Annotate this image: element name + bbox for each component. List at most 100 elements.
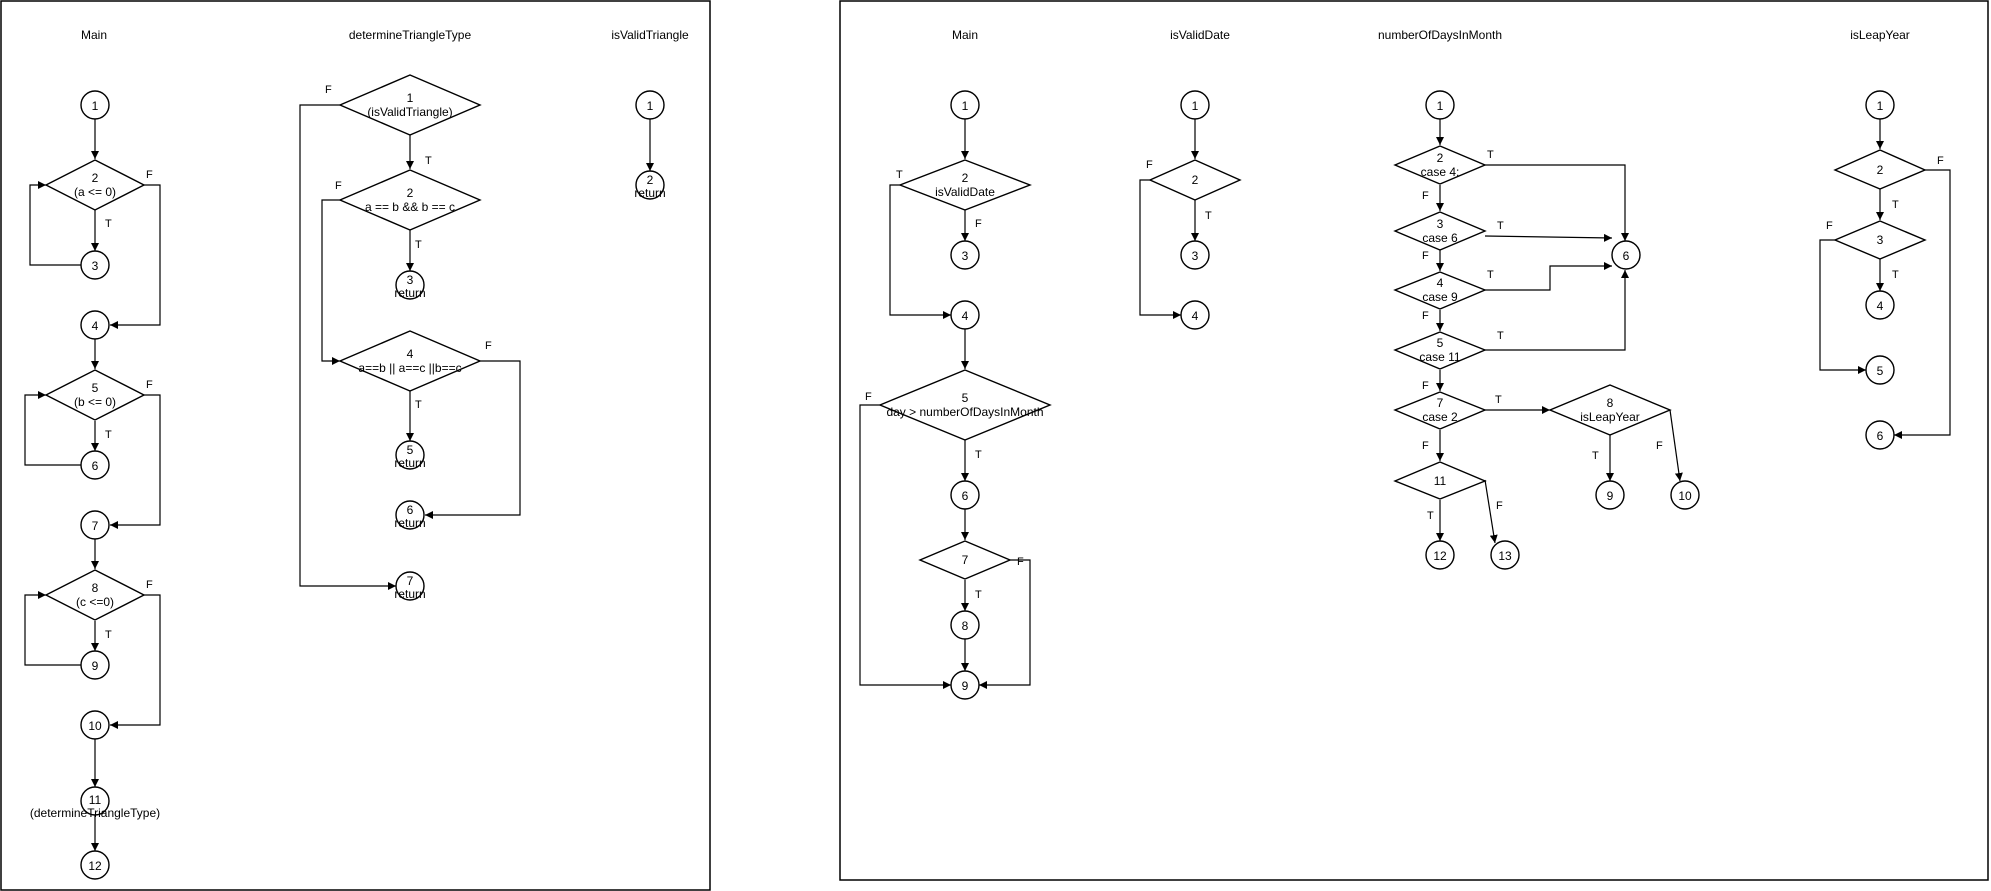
decision-node-3 xyxy=(1393,211,1487,251)
title-is-valid-triangle: isValidTriangle xyxy=(611,28,689,42)
title-right-main: Main xyxy=(952,28,978,42)
flow-node-7-return: return xyxy=(394,587,425,601)
edge xyxy=(1484,233,1613,242)
decision-node-5-case: case 11 xyxy=(1419,350,1460,364)
decision-node-7-label: 7 xyxy=(1437,396,1444,410)
decision-node-7-case: case 2 xyxy=(1422,410,1458,424)
edge-label: F xyxy=(1656,440,1663,452)
flow-node-7 xyxy=(395,571,425,601)
flow-node-9 xyxy=(80,650,110,680)
flow-node-6-label: 6 xyxy=(1877,429,1884,443)
flow-node-6 xyxy=(80,450,110,480)
decision-node-5-label: 5 xyxy=(1437,336,1444,350)
decision-node-2-label: 2 xyxy=(962,171,969,185)
edge xyxy=(110,184,161,329)
flow-node-1 xyxy=(1865,90,1895,120)
title-determine-triangle-type: determineTriangleType xyxy=(349,28,472,42)
decision-node-11 xyxy=(1393,461,1487,500)
flow-node-11 xyxy=(80,786,110,816)
edge-label: T xyxy=(415,239,422,251)
flow-node-4-label: 4 xyxy=(962,309,969,323)
edge-label: T xyxy=(1497,220,1504,232)
edge-label: T xyxy=(1487,269,1494,281)
decision-node-7 xyxy=(1393,391,1487,430)
flow-node-9-label: 9 xyxy=(962,679,969,693)
decision-node-2 xyxy=(898,159,1032,211)
edge-label: T xyxy=(1592,450,1599,462)
edge-label: T xyxy=(1427,510,1434,522)
title-is-leap-year: isLeapYear xyxy=(1850,28,1910,42)
decision-node-3 xyxy=(1833,220,1927,260)
decision-node-2-label: 2 xyxy=(1437,151,1444,165)
edge-label: F xyxy=(1422,310,1429,322)
nodes-right-main: 1 2 isValidDate 3 4 5 day > numberOfDays… xyxy=(878,90,1052,700)
edge-label: F xyxy=(1422,250,1429,262)
edge xyxy=(425,360,521,519)
edges-determine-triangle-type xyxy=(299,104,521,590)
flow-node-9 xyxy=(1595,480,1625,510)
right-panel-frame xyxy=(839,0,1989,881)
flow-node-6-label: 6 xyxy=(962,489,969,503)
edge-label: T xyxy=(896,169,903,181)
flow-node-4 xyxy=(1865,290,1895,320)
flow-node-1 xyxy=(635,90,665,120)
edge xyxy=(110,594,161,729)
nodes-is-valid-date: 1 2 3 4 xyxy=(1148,90,1242,330)
decision-node-1-condition: (isValidTriangle) xyxy=(367,105,452,119)
flow-node-6-label: 6 xyxy=(92,459,99,473)
decision-node-5 xyxy=(878,369,1052,441)
edge xyxy=(1139,179,1181,319)
edge-labels-number-of-days-in-month: T F T F T F T F T F T F T F xyxy=(1422,149,1663,522)
flow-node-3-return: return xyxy=(394,286,425,300)
edge-label: T xyxy=(105,629,112,641)
flow-node-5 xyxy=(395,440,425,470)
edge xyxy=(1485,270,1629,351)
flow-node-10-label: 10 xyxy=(1678,489,1692,503)
edge-label: F xyxy=(1422,440,1429,452)
graph-determine-triangle-type: T F T F T F 1 (isValidTriangle) 2 a == b… xyxy=(299,74,521,601)
flow-node-7-label: 7 xyxy=(407,574,414,588)
decision-node-4-label: 4 xyxy=(1437,276,1444,290)
graph-number-of-days-in-month: T F T F T F T F T F T F T F 1 2 case 4: … xyxy=(1393,90,1700,570)
edge-labels-is-leap-year: F T F T xyxy=(1826,155,1944,281)
left-panel-frame xyxy=(0,0,711,891)
nodes-number-of-days-in-month: 1 2 case 4: 3 case 6 4 case 9 5 case 11 … xyxy=(1393,90,1700,570)
edge-label: F xyxy=(485,340,492,352)
flow-node-10-label: 10 xyxy=(88,719,102,733)
decision-node-7-label: 7 xyxy=(962,553,969,567)
decision-node-8-label: 8 xyxy=(92,581,99,595)
edge-label: T xyxy=(1497,330,1504,342)
flow-node-6 xyxy=(395,500,425,530)
flow-node-12 xyxy=(1425,540,1455,570)
flow-node-7 xyxy=(80,510,110,540)
title-number-of-days-in-month: numberOfDaysInMonth xyxy=(1378,28,1502,42)
flow-node-5-label: 5 xyxy=(407,443,414,457)
flow-node-10 xyxy=(1670,480,1700,510)
edges-right-main xyxy=(859,119,1031,689)
decision-node-2-label: 2 xyxy=(92,171,99,185)
decision-node-3-label: 3 xyxy=(1437,217,1444,231)
decision-node-4-case: case 9 xyxy=(1422,290,1458,304)
nodes-determine-triangle-type: 1 (isValidTriangle) 2 a == b && b == c 3… xyxy=(338,74,482,601)
edge-label: F xyxy=(865,391,872,403)
decision-node-2 xyxy=(1833,149,1927,190)
decision-node-2 xyxy=(1393,145,1487,185)
nodes-left-main: 1 2 (a <= 0) 3 4 5 (b <= 0) 6 7 8 (c <=0… xyxy=(30,90,160,880)
decision-node-5-label: 5 xyxy=(92,381,99,395)
decision-node-2-condition: isValidDate xyxy=(935,185,995,199)
edge-labels-left-main: T F T F T F xyxy=(105,169,153,641)
decision-node-8-condition: isLeapYear xyxy=(1580,410,1640,424)
edge-label: F xyxy=(335,180,342,192)
edge xyxy=(24,591,81,666)
flow-node-5 xyxy=(1865,355,1895,385)
decision-node-2-case: case 4: xyxy=(1421,165,1460,179)
flow-node-3 xyxy=(395,270,425,300)
graph-is-leap-year: F T F T 1 2 3 4 5 6 xyxy=(1819,90,1951,450)
edge xyxy=(889,184,951,319)
flow-node-6 xyxy=(950,480,980,510)
flow-node-3-label: 3 xyxy=(407,273,414,287)
flow-node-12-label: 12 xyxy=(88,859,102,873)
flow-node-6 xyxy=(1611,240,1641,270)
edges-number-of-days-in-month xyxy=(1436,119,1683,544)
